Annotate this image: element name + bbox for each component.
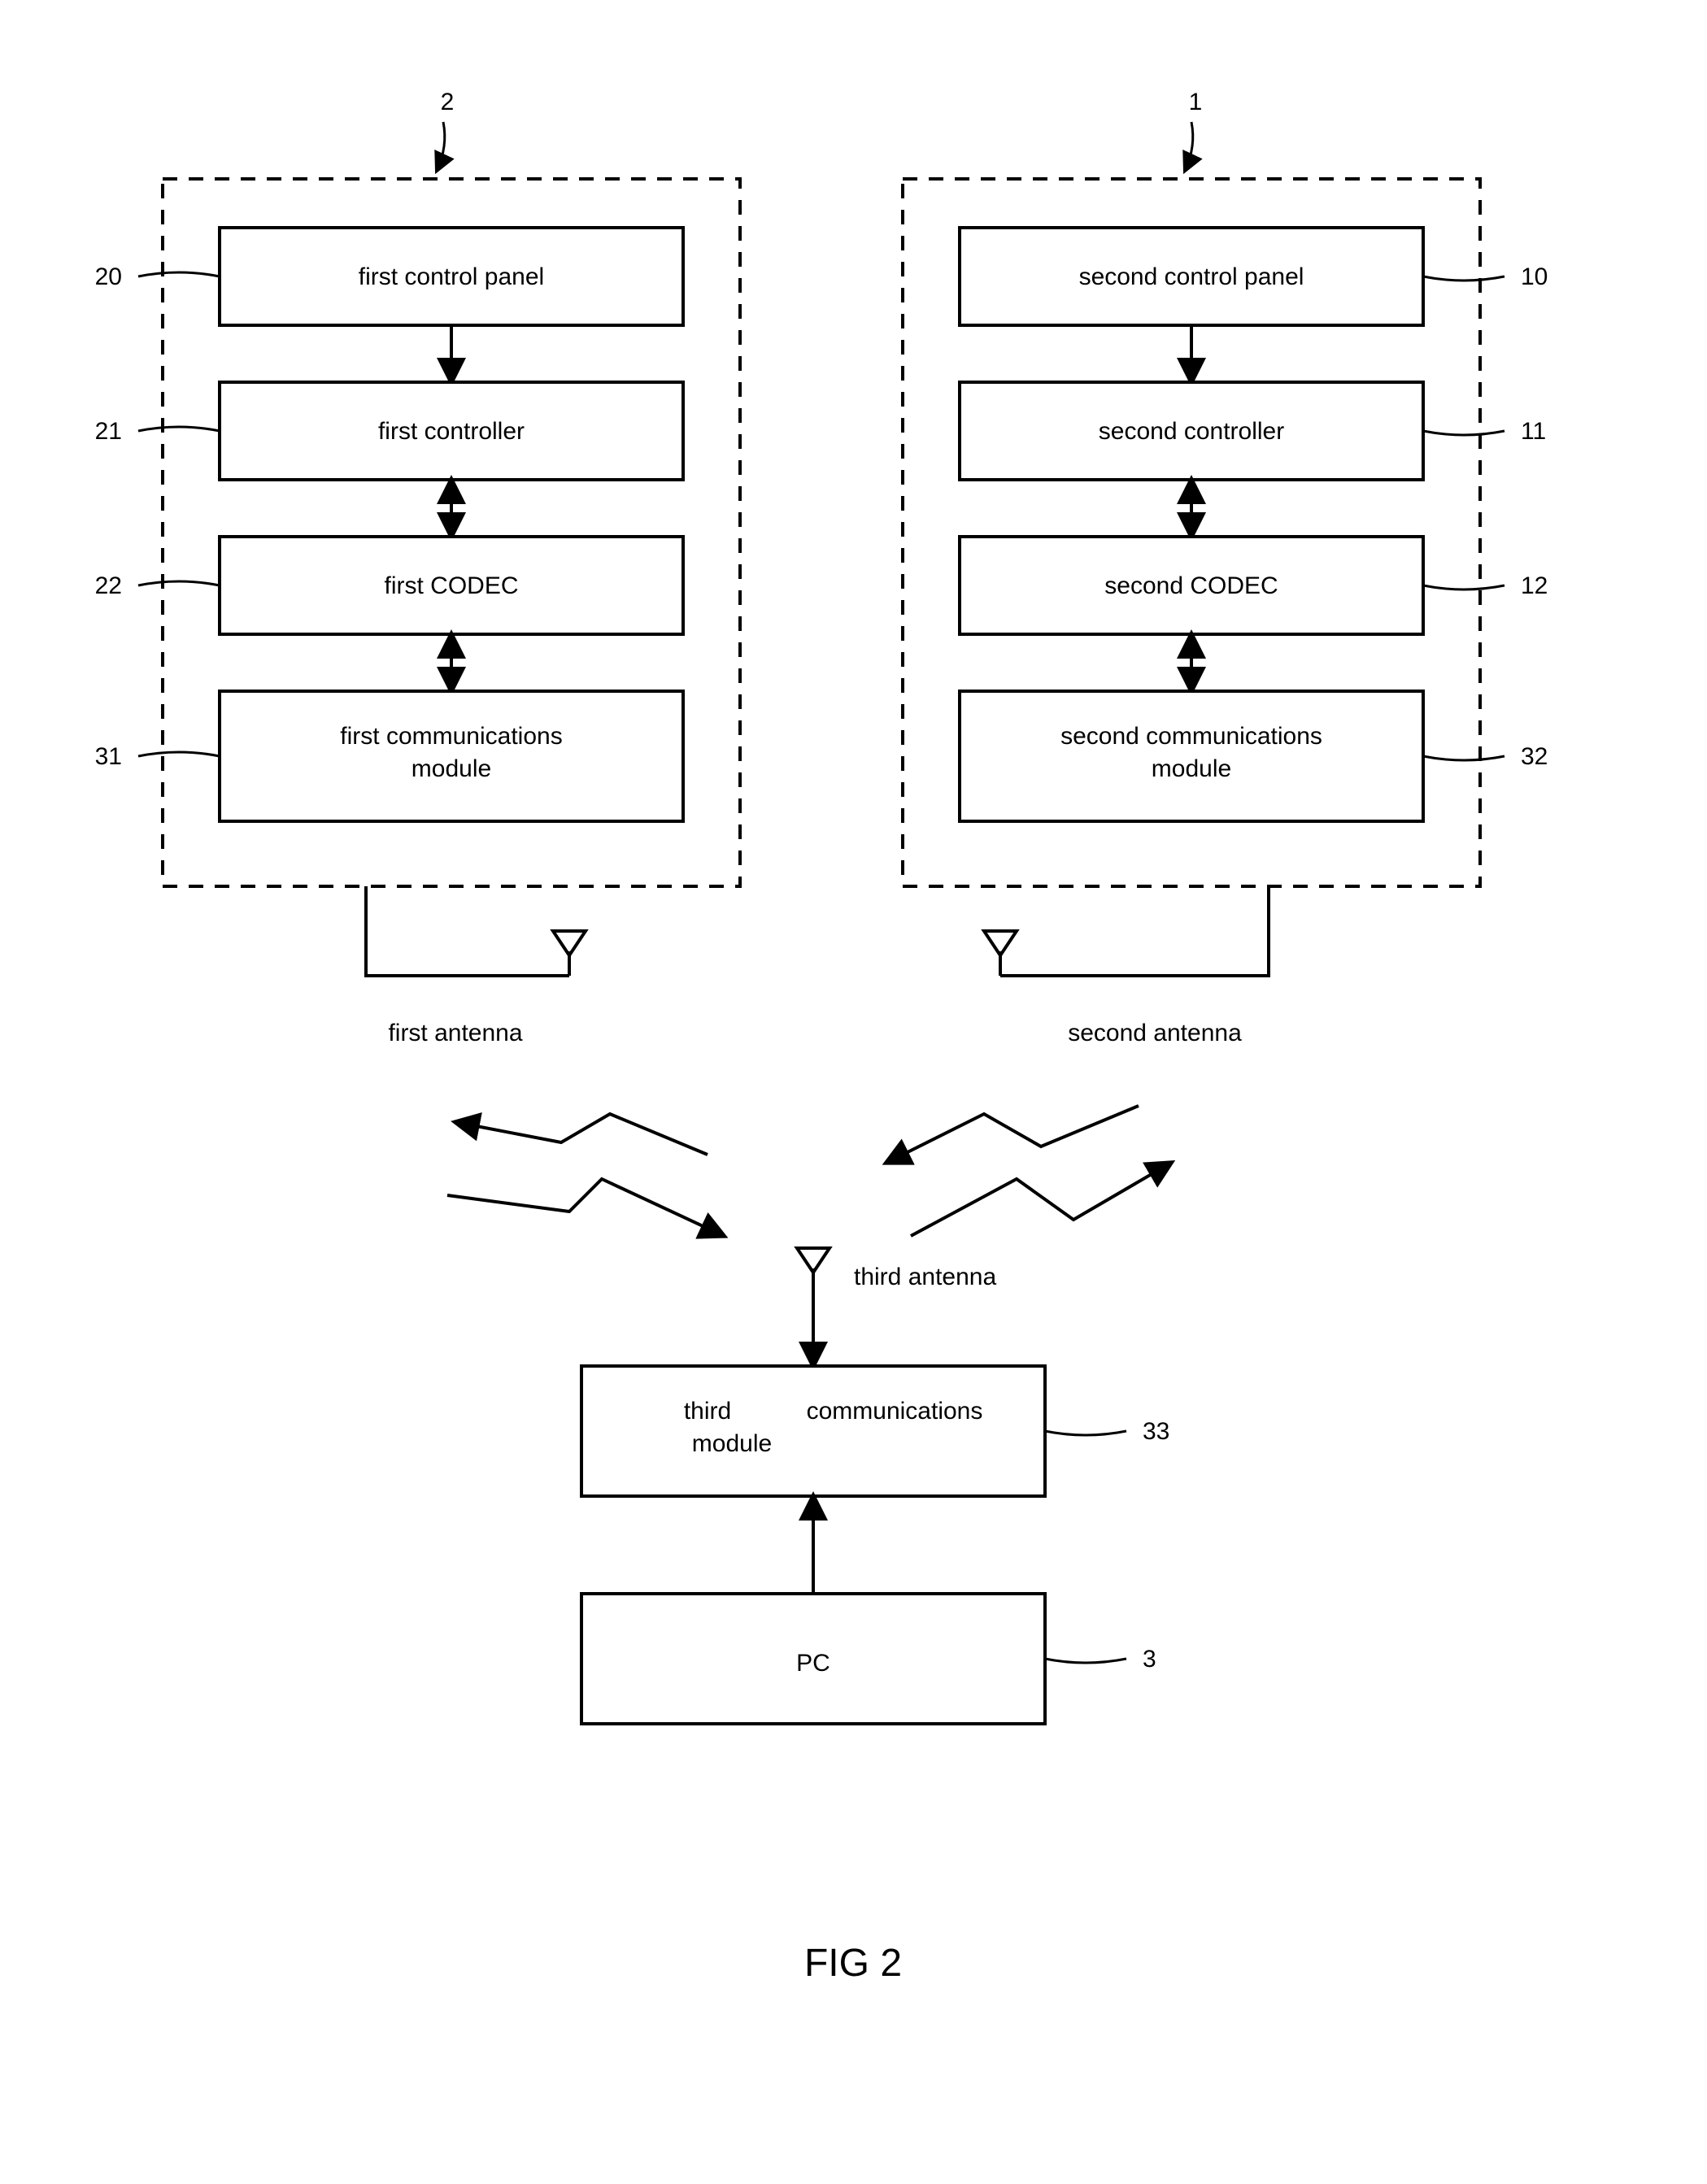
ref32: 32 [1521,743,1548,770]
left-group: 2 first control panel 20 first controlle… [95,89,740,886]
ref12-leader [1423,585,1505,590]
ref3: 3 [1143,1646,1156,1673]
box-second-controller-label: second controller [1099,418,1284,445]
ref12: 12 [1521,572,1548,599]
box-first-controller: first controller [220,382,683,480]
third-antenna-label: third antenna [854,1264,996,1290]
ref3-leader [1045,1659,1126,1663]
ref31: 31 [95,743,122,770]
box-second-controller: second controller [960,382,1423,480]
box-third-comm-module: third communications module [581,1366,1045,1496]
ref20: 20 [95,263,122,290]
box-first-comm-module-label-l1: first communications [340,723,562,750]
wireless-left [447,1114,724,1236]
ref33: 33 [1143,1418,1169,1445]
ref11-leader [1423,431,1505,435]
ref22-leader [138,581,220,585]
ref11: 11 [1521,418,1546,445]
box-pc: PC [581,1594,1045,1724]
first-antenna: first antenna [366,886,586,1046]
box-pc-label: PC [796,1650,830,1677]
second-antenna: second antenna [984,886,1269,1046]
ref10-leader [1423,276,1505,281]
box-first-control-panel: first control panel [220,228,683,325]
ref33-leader [1045,1431,1126,1435]
box-first-control-panel-label: first control panel [359,263,544,290]
box-second-comm-module-label-l2: module [1152,755,1231,782]
box-second-control-panel-label: second control panel [1079,263,1304,290]
ref22: 22 [95,572,122,599]
first-antenna-label: first antenna [388,1020,522,1046]
box-first-codec-label: first CODEC [385,572,519,599]
box-second-comm-module-label-l1: second communications [1060,723,1322,750]
second-antenna-label: second antenna [1068,1020,1242,1046]
wireless-right [886,1106,1171,1236]
ref10: 10 [1521,263,1548,290]
svg-text:third: third [684,1398,731,1425]
box-first-comm-module-label-l2: module [412,755,491,782]
left-group-ref: 2 [441,89,455,115]
box-second-codec: second CODEC [960,537,1423,634]
right-group: 1 second control panel 10 second control… [903,89,1548,886]
ref20-leader [138,272,220,276]
ref21: 21 [95,418,122,445]
box-first-comm-module: first communications module [220,691,683,821]
svg-text:communications: communications [807,1398,983,1425]
box-second-control-panel: second control panel [960,228,1423,325]
third-antenna: third antenna [797,1248,996,1366]
ref21-leader [138,427,220,431]
box-second-codec-label: second CODEC [1104,572,1278,599]
ref32-leader [1423,756,1505,760]
figure-caption: FIG 2 [804,1942,902,1985]
box-second-comm-module: second communications module [960,691,1423,821]
right-group-ref: 1 [1189,89,1203,115]
box-first-controller-label: first controller [378,418,525,445]
right-group-ref-tick [1185,122,1193,171]
left-group-ref-tick [437,122,445,171]
box-first-codec: first CODEC [220,537,683,634]
svg-text:module: module [692,1430,772,1457]
figure-2-diagram: 2 first control panel 20 first controlle… [0,0,1707,2184]
ref31-leader [138,752,220,756]
